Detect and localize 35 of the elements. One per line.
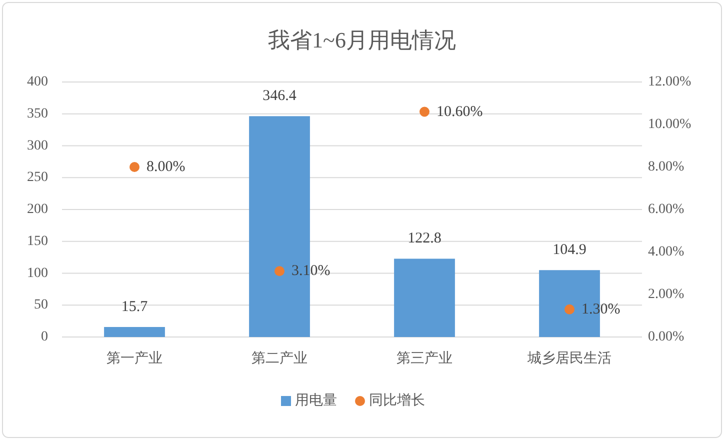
data-label: 15.7	[121, 298, 148, 315]
y2-tick-label: 4.00%	[648, 244, 684, 260]
data-label: 10.60%	[436, 104, 483, 120]
y-tick-label: 250	[27, 170, 48, 186]
data-label: 104.9	[552, 242, 586, 258]
y-tick-label: 300	[27, 138, 48, 154]
x-label: 第二产业	[252, 352, 308, 366]
bar	[104, 326, 165, 337]
y2-tick-label: 8.00%	[648, 160, 684, 174]
y-tick-label: 150	[27, 234, 48, 249]
y-tick-label: 350	[27, 106, 48, 122]
y-tick-label: 100	[27, 266, 48, 281]
title: 我省1~6月用电情况	[268, 28, 456, 52]
y-tick-label: 50	[34, 298, 48, 313]
y2-tick-label: 0.00%	[648, 330, 684, 344]
data-label: 8.00%	[146, 159, 186, 175]
x-label: 第一产业	[106, 352, 162, 366]
y-tick-label: 400	[27, 74, 48, 90]
point	[274, 266, 284, 276]
legend: 同比增长	[369, 394, 425, 408]
data-label: 122.8	[408, 230, 442, 247]
point	[130, 162, 140, 172]
y2-tick-label: 6.00%	[648, 202, 684, 217]
legend: 用电量	[295, 394, 337, 408]
y-tick-label: 200	[27, 202, 48, 217]
bar	[394, 258, 455, 337]
point	[564, 304, 574, 314]
x-label: 城乡居民生活	[528, 352, 612, 366]
x-label: 第三产业	[396, 352, 452, 366]
y2-tick-label: 2.00%	[648, 287, 684, 302]
y2-tick-label: 10.00%	[648, 117, 692, 132]
point	[420, 106, 430, 117]
y2-tick-label: 12.00%	[648, 74, 692, 90]
y-tick-label: 0	[41, 330, 48, 344]
data-label: 346.4	[262, 88, 297, 104]
